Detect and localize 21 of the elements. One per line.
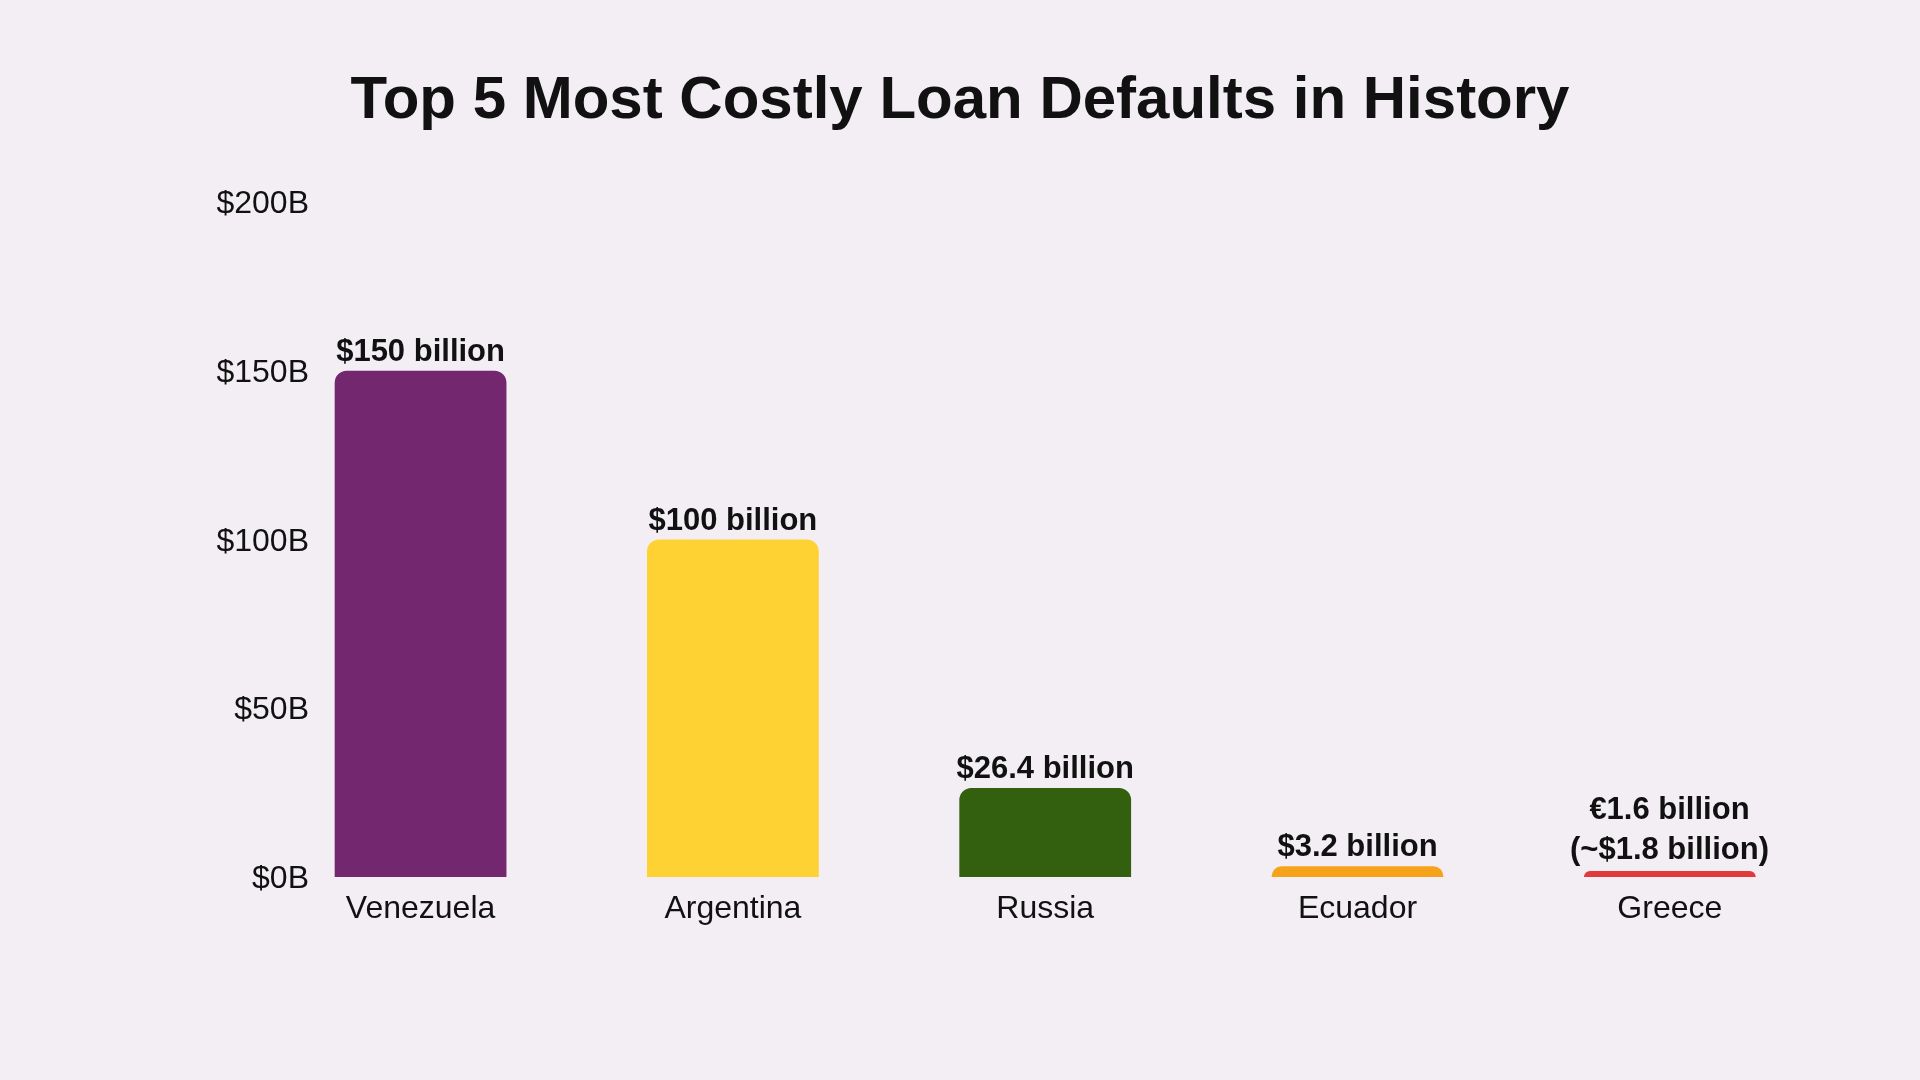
bar (1583, 870, 1756, 877)
y-tick-label: $200B (216, 184, 309, 221)
y-tick-label: $100B (216, 521, 309, 558)
bar (647, 539, 819, 877)
y-tick-label: $150B (216, 352, 309, 389)
y-tick-label: $50B (234, 690, 309, 727)
bar (1271, 866, 1444, 877)
bar (959, 787, 1132, 877)
chart-title: Top 5 Most Costly Loan Defaults in History (350, 64, 1571, 132)
data-label: $100 billion (648, 501, 818, 537)
data-label: $26.4 billion (956, 749, 1134, 785)
x-tick-label: Argentina (664, 889, 802, 925)
data-label: $3.2 billion (1277, 828, 1438, 864)
x-tick-label: Venezuela (345, 889, 496, 925)
data-label: $150 billion (336, 332, 505, 368)
y-tick-label: $0B (252, 859, 309, 896)
annotation: €1.6 billion (~$1.8 billion) (1570, 791, 1769, 867)
x-tick-label: Ecuador (1297, 889, 1418, 925)
x-tick-label: Russia (996, 889, 1095, 925)
x-tick-label: Greece (1617, 889, 1723, 925)
bar (334, 370, 507, 877)
